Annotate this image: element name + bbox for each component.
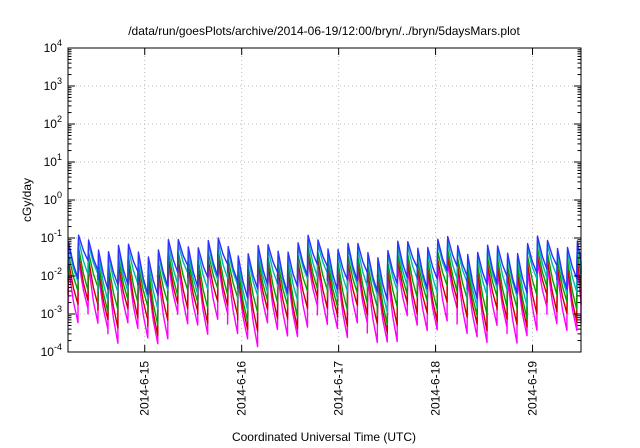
- grid: [68, 48, 581, 352]
- series-line: [67, 234, 582, 301]
- ticks: 10-4 10-3 10-2 10-1 100 101 102 103 104 2014-6-15…: [41, 38, 581, 416]
- series-layer: [67, 234, 582, 348]
- y-axis-label: cGy/day: [20, 178, 34, 222]
- y-tick-label: 10-3: [41, 304, 62, 321]
- y-tick-label: 104: [44, 38, 62, 55]
- chart-title: /data/run/goesPlots/archive/2014-06-19/1…: [128, 24, 520, 38]
- y-tick-label: 102: [44, 114, 62, 131]
- x-axis-label: Coordinated Universal Time (UTC): [232, 430, 416, 444]
- y-tick-label: 10-2: [41, 266, 62, 283]
- x-tick-label: 2014-6-19: [526, 361, 540, 416]
- y-tick-label: 101: [44, 152, 62, 169]
- x-tick-label: 2014-6-18: [429, 361, 443, 416]
- y-tick-label: 10-1: [41, 228, 62, 245]
- y-tick-label: 100: [44, 190, 62, 207]
- y-tick-label: 103: [44, 76, 62, 93]
- y-tick-label: 10-4: [41, 342, 62, 359]
- x-tick-label: 2014-6-15: [138, 361, 152, 416]
- x-tick-label: 2014-6-17: [332, 361, 346, 416]
- x-tick-label: 2014-6-16: [235, 361, 249, 416]
